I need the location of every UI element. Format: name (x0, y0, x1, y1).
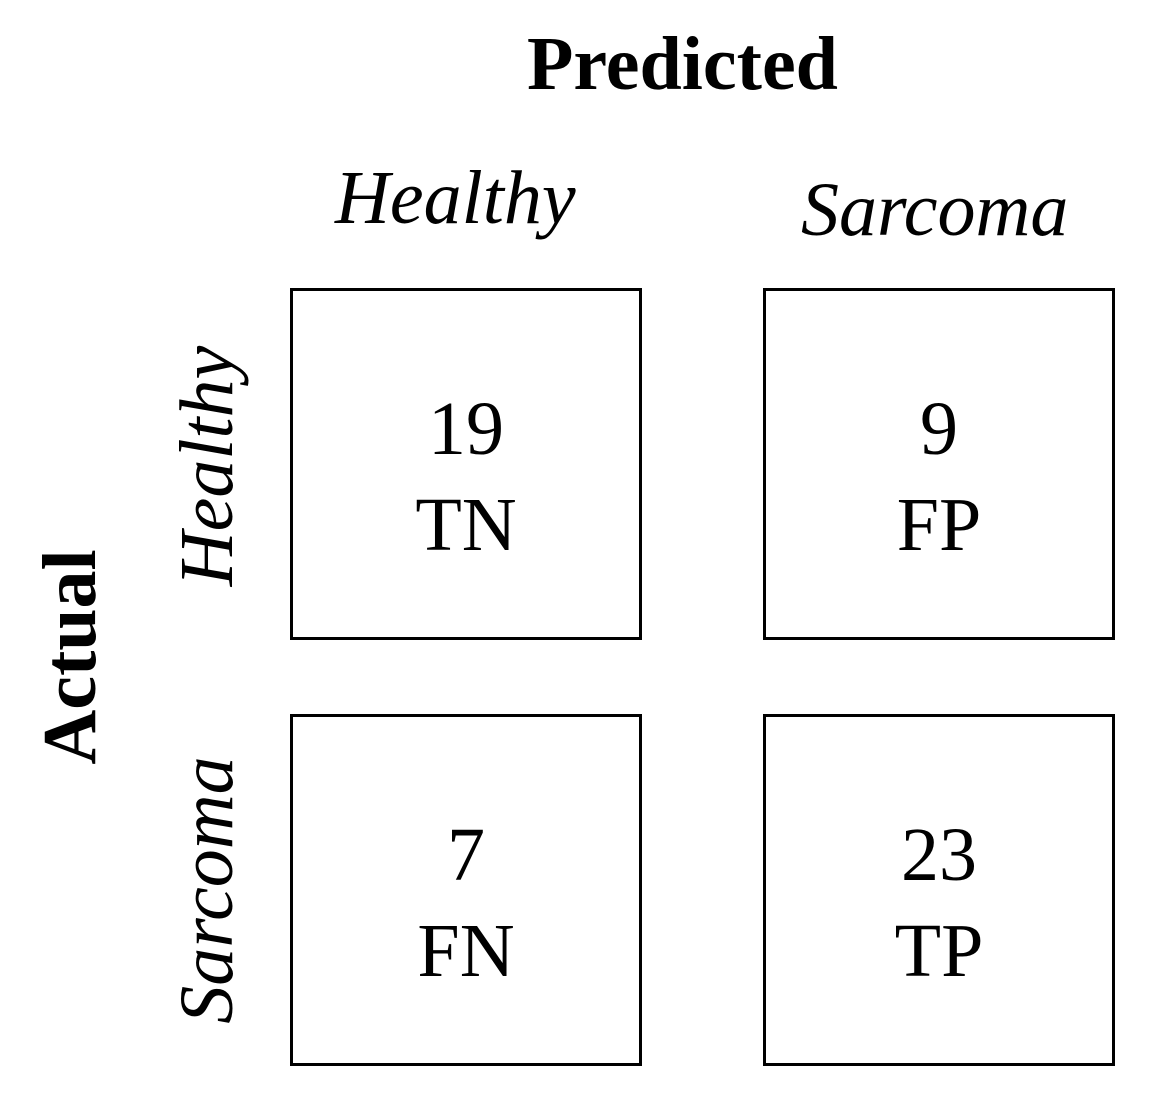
actual-class-label-sarcoma: Sarcoma (165, 756, 249, 1024)
cell-label: FN (417, 909, 515, 993)
cell-label: FP (896, 483, 982, 567)
predicted-axis-title: Predicted (527, 22, 838, 106)
cell-count: 7 (447, 813, 485, 897)
cell-label: TP (894, 909, 984, 993)
cell-count: 23 (901, 813, 977, 897)
matrix-cell-false-positive: 9 FP (763, 288, 1115, 640)
cell-label: TN (415, 483, 517, 567)
matrix-cell-true-positive: 23 TP (763, 714, 1115, 1066)
cell-count: 9 (920, 387, 958, 471)
actual-class-label-healthy: Healthy (165, 345, 249, 587)
cell-count: 19 (428, 387, 504, 471)
actual-axis-title: Actual (28, 549, 112, 765)
predicted-class-label-sarcoma: Sarcoma (801, 168, 1069, 252)
matrix-cell-false-negative: 7 FN (290, 714, 642, 1066)
matrix-cell-true-negative: 19 TN (290, 288, 642, 640)
predicted-class-label-healthy: Healthy (335, 156, 576, 240)
